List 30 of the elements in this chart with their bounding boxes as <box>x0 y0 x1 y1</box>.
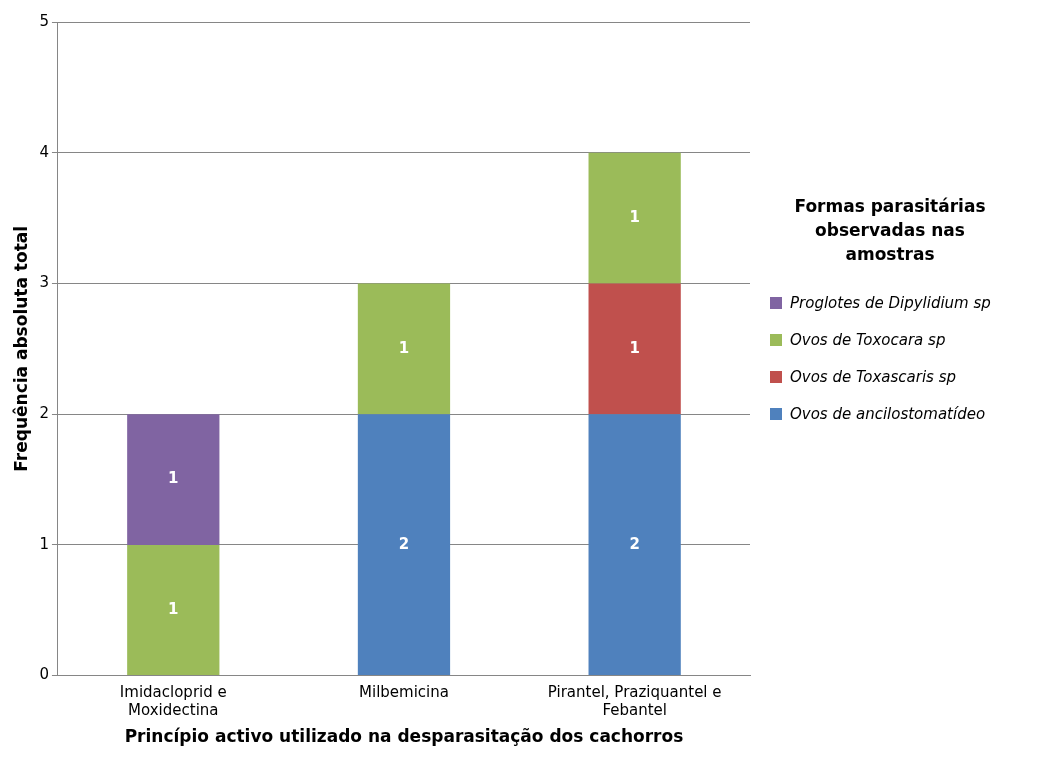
y-tick-label: 4 <box>39 142 49 161</box>
x-axis-title: Princípio activo utilizado na desparasitação dos cachorros <box>124 726 684 747</box>
legend-title: Formas parasitárias observadas nas amostras <box>793 195 987 266</box>
bar <box>588 283 681 415</box>
y-tick-label: 0 <box>39 665 49 684</box>
legend-label: Ovos de ancilostomatídeo <box>790 405 986 424</box>
bar <box>127 414 220 545</box>
y-tick-label: 2 <box>39 404 49 423</box>
x-tick-label: Milbemicina <box>359 683 449 702</box>
data-label: 2 <box>398 534 410 553</box>
y-tick-label: 1 <box>39 534 49 553</box>
data-label: 1 <box>168 599 179 618</box>
data-label: 1 <box>629 207 640 226</box>
bar <box>588 152 681 284</box>
data-label: 1 <box>629 338 640 357</box>
legend-label: Ovos de Toxascaris sp <box>790 368 957 387</box>
data-label: 2 <box>629 534 640 553</box>
legend-label: Ovos de Toxocara sp <box>790 331 946 350</box>
x-tick-label: Pirantel, Praziquantel e Febantel <box>547 683 722 720</box>
x-tick-label: Imidacloprid e Moxidectina <box>119 683 227 720</box>
y-tick-label: 3 <box>39 273 49 292</box>
legend-label: Proglotes de Dipylidium sp <box>790 294 991 313</box>
bar <box>357 414 451 676</box>
data-label: 1 <box>168 469 179 488</box>
bar <box>588 414 681 676</box>
bar <box>357 283 451 415</box>
data-label: 1 <box>398 338 410 357</box>
bar <box>127 544 220 676</box>
y-axis-title: Frequência absoluta total <box>10 225 31 472</box>
y-tick-label: 5 <box>39 11 49 30</box>
